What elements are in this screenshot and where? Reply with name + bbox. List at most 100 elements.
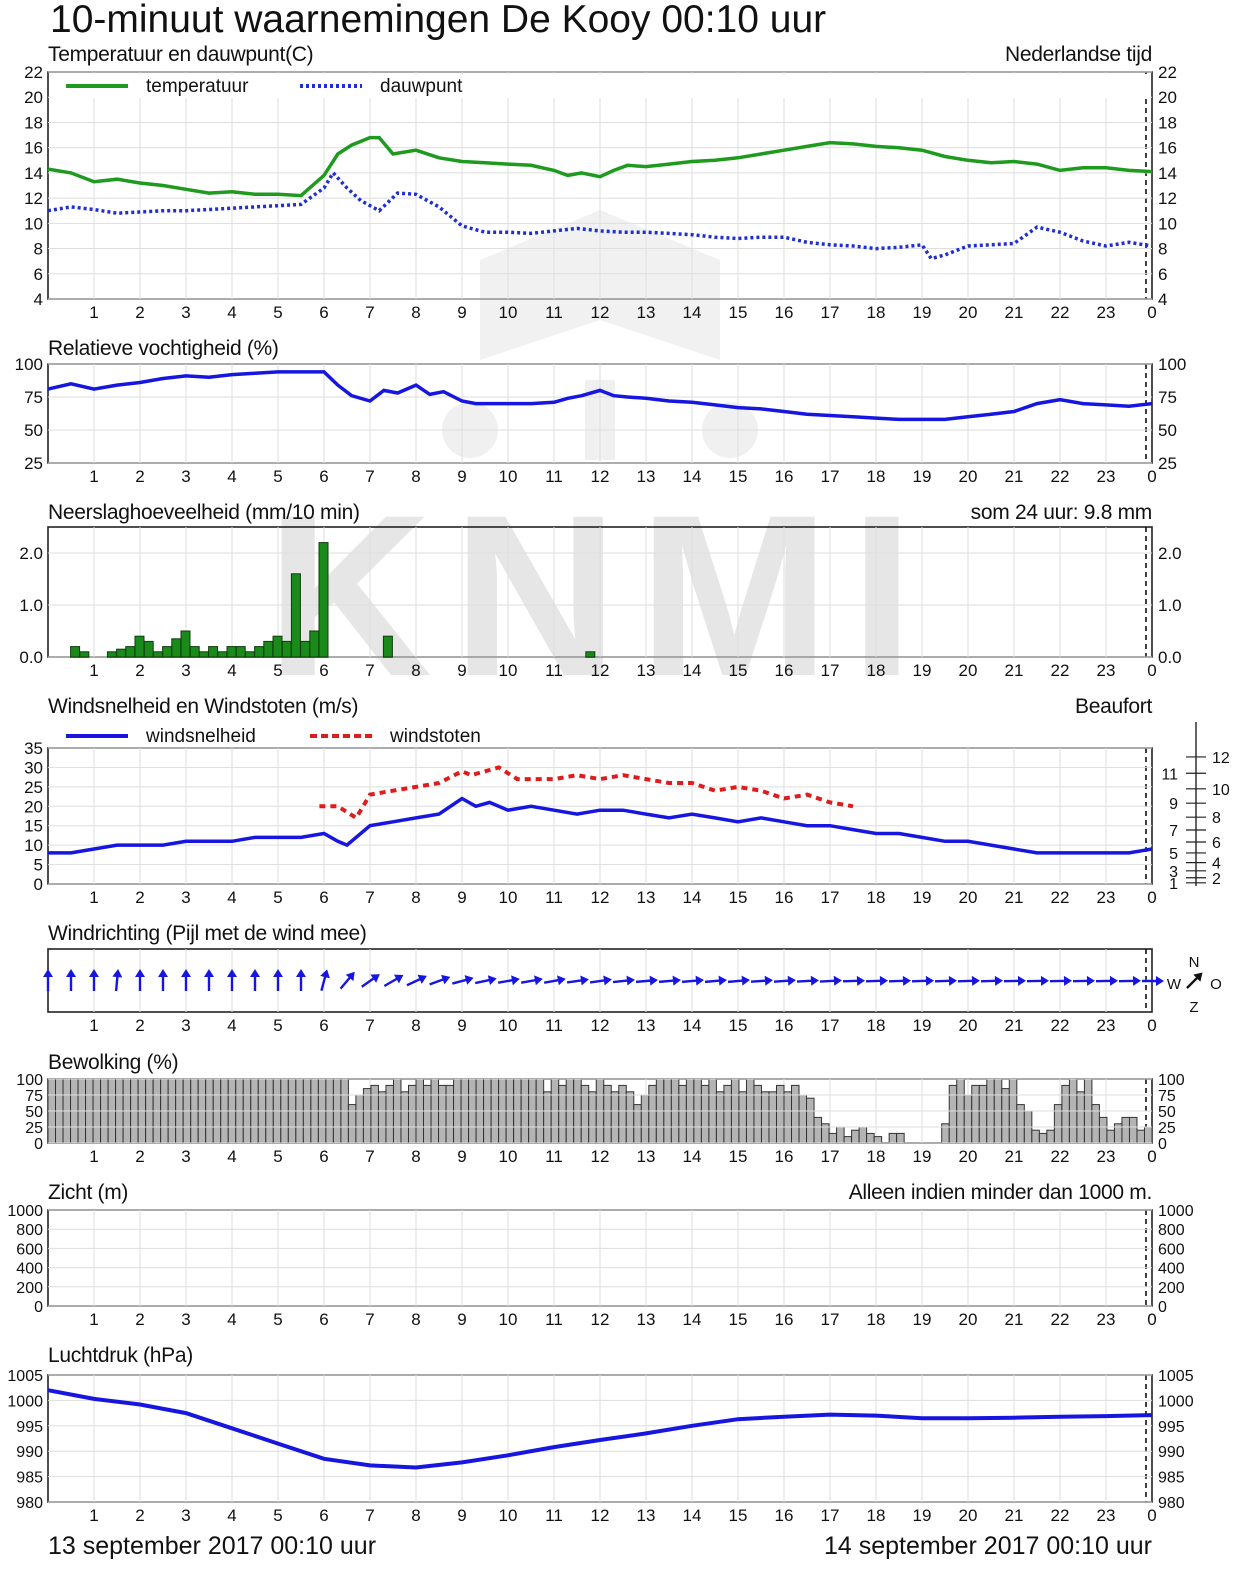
press-y-tick-label: 990 — [16, 1444, 43, 1461]
rain-x-tick-label: 10 — [499, 661, 518, 680]
wind-direction-arrow — [520, 975, 543, 986]
wind-x-tick-label: 4 — [227, 888, 236, 907]
temp-x-tick-label: 10 — [499, 303, 518, 322]
temp-y-tick-label-right: 6 — [1158, 265, 1167, 284]
cloud-bar — [783, 1091, 793, 1144]
rh-y-tick-label: 50 — [24, 421, 43, 440]
temp-legend-bg — [50, 74, 1150, 98]
cloud-bar — [1001, 1088, 1010, 1144]
rh-x-tick-label: 12 — [591, 467, 610, 486]
vis-y-tick-label: 1000 — [7, 1203, 43, 1220]
vis-note-label: Alleen indien minder dan 1000 m. — [848, 1181, 1153, 1204]
cloud-bar — [1098, 1116, 1108, 1144]
cloud-bar — [753, 1084, 762, 1144]
dir-x-tick-label: 6 — [319, 1016, 328, 1035]
wind-x-tick-label: 14 — [683, 888, 702, 907]
arrow-head — [741, 975, 750, 986]
wind-direction-arrow — [429, 974, 451, 986]
rh-y-tick-label-right: 25 — [1158, 454, 1177, 473]
wind-x-tick-label: 2 — [135, 888, 144, 907]
rh-x-tick-label: 1 — [89, 467, 98, 486]
vis-y-tick-label-right: 400 — [1158, 1261, 1185, 1278]
arrow-head — [672, 975, 681, 986]
wind-x-tick-label: 5 — [273, 888, 282, 907]
rh-x-tick-label: 16 — [775, 467, 794, 486]
wind-direction-arrow — [888, 975, 911, 986]
press-x-tick-label: 14 — [683, 1506, 702, 1525]
wind-direction-arrow — [204, 969, 214, 991]
beaufort-tick-label: 6 — [1212, 835, 1221, 852]
rain-x-tick-label: 8 — [411, 661, 420, 680]
wind-direction-arrow — [819, 975, 842, 986]
cloud-x-tick-label: 21 — [1005, 1147, 1024, 1166]
cloud-bar — [896, 1132, 905, 1144]
temp-x-tick-label: 22 — [1051, 303, 1070, 322]
temp-y-tick-label: 18 — [24, 113, 43, 132]
vis-x-tick-label: 22 — [1051, 1310, 1070, 1329]
arrow-head — [66, 969, 76, 977]
rain-bar — [79, 651, 90, 658]
cloud-panel-title: Bewolking (%) — [48, 1051, 179, 1074]
press-x-tick-label: 16 — [775, 1506, 794, 1525]
dir-x-tick-label: 13 — [637, 1016, 656, 1035]
wind-direction-arrow — [89, 969, 99, 991]
wind-x-tick-label: 11 — [545, 888, 563, 907]
cloud-x-tick-label: 9 — [457, 1147, 466, 1166]
rain-bar — [116, 648, 127, 658]
dir-x-tick-label: 16 — [775, 1016, 794, 1035]
cloud-bar — [678, 1084, 687, 1144]
arrow-head — [787, 975, 796, 986]
wind-direction-arrow — [296, 969, 306, 991]
arrow-head — [158, 969, 168, 977]
cloud-bar — [1128, 1116, 1138, 1144]
rh-y-tick-label: 100 — [15, 355, 43, 374]
rh-x-tick-label: 22 — [1051, 467, 1070, 486]
press-x-tick-label: 7 — [365, 1506, 374, 1525]
arrow-head — [580, 975, 589, 986]
legend-windgust-label: windstoten — [389, 726, 481, 747]
temp-x-tick-label: 12 — [591, 303, 610, 322]
arrow-head — [1156, 976, 1164, 986]
wind-direction-arrow — [704, 975, 727, 986]
cloud-bar — [355, 1094, 364, 1144]
rh-x-tick-label: 0 — [1147, 467, 1156, 486]
temp-x-tick-label: 17 — [821, 303, 840, 322]
temp-x-tick-label: 20 — [959, 303, 978, 322]
cloud-bar — [1106, 1129, 1115, 1144]
temp-x-tick-label: 5 — [273, 303, 282, 322]
temp-y-tick-label: 4 — [34, 290, 43, 309]
wind-x-tick-label: 10 — [499, 888, 518, 907]
compass-arrow — [1186, 972, 1203, 989]
cloud-bar — [775, 1084, 785, 1144]
rh-x-tick-label: 20 — [959, 467, 978, 486]
temp-x-tick-label: 16 — [775, 303, 794, 322]
temp-y-tick-label-right: 20 — [1158, 88, 1177, 107]
beaufort-tick-label: 10 — [1212, 782, 1230, 799]
arrow-head — [764, 975, 773, 986]
cloud-bar — [588, 1091, 597, 1144]
wind-direction-arrow — [112, 969, 123, 992]
beaufort-tick-label: 12 — [1212, 750, 1230, 767]
wind-direction-arrow — [474, 975, 497, 986]
wind-x-tick-label: 13 — [637, 888, 656, 907]
cloud-bar — [1121, 1116, 1130, 1144]
rain-x-tick-label: 23 — [1097, 661, 1116, 680]
legend-windspeed-label: windsnelheid — [145, 726, 256, 747]
arrow-head — [902, 975, 911, 986]
vis-y-tick-label-right: 200 — [1158, 1280, 1185, 1297]
cloud-bar — [828, 1132, 838, 1144]
arrow-head — [626, 975, 635, 986]
rh-x-tick-label: 23 — [1097, 467, 1116, 486]
rain-x-tick-label: 15 — [729, 661, 748, 680]
rh-panel-title: Relatieve vochtigheid (%) — [48, 337, 279, 360]
rain-bar — [134, 635, 145, 658]
vis-y-tick-label-right: 600 — [1158, 1241, 1185, 1258]
arrow-head — [833, 975, 842, 986]
arrow-head — [1086, 975, 1095, 986]
arrow-head — [695, 975, 704, 986]
rain-bar — [125, 646, 136, 658]
rh-x-tick-label: 13 — [637, 467, 656, 486]
cloud-bar — [873, 1136, 883, 1144]
arrow-head — [511, 975, 520, 986]
watermark-text: KNMI — [266, 467, 934, 724]
